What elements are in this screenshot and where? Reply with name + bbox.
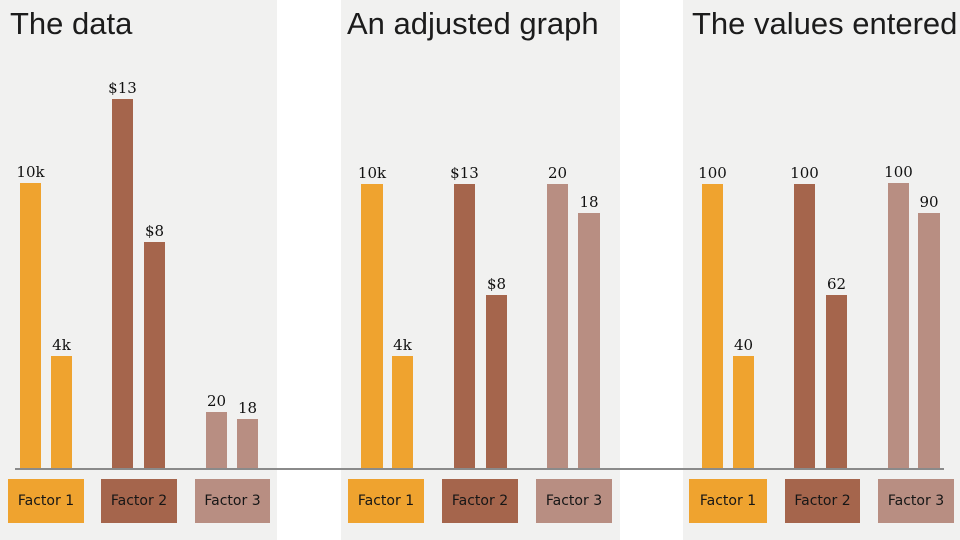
bar-value-label: 4k <box>393 336 412 354</box>
bar-p1-factor2-primary: $13 <box>108 79 137 468</box>
bar-p1-factor3-secondary: 18 <box>237 399 258 468</box>
legend-label: Factor 1 <box>357 493 415 509</box>
bar-value-label: 100 <box>698 164 727 182</box>
bar-p2-factor2-secondary: $8 <box>486 275 507 468</box>
panel-title-values-entered: The values entered <box>692 6 958 41</box>
legend-label: Factor 3 <box>204 493 261 509</box>
bar-p1-factor1-secondary: 4k <box>51 336 72 468</box>
bar-value-label: 62 <box>826 275 847 293</box>
legend-p2-factor1: Factor 1 <box>348 479 424 523</box>
legend-p2-factor2: Factor 2 <box>442 479 518 523</box>
bar-value-label: 90 <box>919 193 939 211</box>
legend-label: Factor 2 <box>794 493 851 509</box>
bar-p3-factor1-secondary: 40 <box>733 336 754 468</box>
bar-p1-factor3-primary: 20 <box>206 392 227 468</box>
bar-p2-factor3-primary: 20 <box>547 164 568 468</box>
bar-p3-factor2-primary: 100 <box>790 164 819 468</box>
bar-value-label: 10k <box>357 164 387 182</box>
panel-bg-adjusted-graph <box>341 0 620 540</box>
panel-title-the-data: The data <box>10 6 133 41</box>
legend-p3-factor3: Factor 3 <box>878 479 954 523</box>
bar-value-label: 20 <box>206 392 227 410</box>
bar-value-label: 10k <box>16 163 45 181</box>
bar-value-label: $8 <box>144 222 165 240</box>
bar-p3-factor1-primary: 100 <box>698 164 727 468</box>
legend-p1-factor3: Factor 3 <box>195 479 270 523</box>
legend-label: Factor 3 <box>887 493 945 509</box>
bar-p1-factor1-primary: 10k <box>16 163 45 468</box>
legend-label: Factor 1 <box>17 493 75 509</box>
legend-label: Factor 2 <box>110 493 168 509</box>
bar-value-label: 100 <box>790 164 819 182</box>
legend-p1-factor2: Factor 2 <box>101 479 177 523</box>
legend-label: Factor 1 <box>699 493 757 509</box>
bar-value-label: 20 <box>547 164 568 182</box>
bar-p3-factor3-primary: 100 <box>884 163 913 468</box>
bar-p2-factor1-primary: 10k <box>358 164 386 468</box>
bar-value-label: 4k <box>52 336 71 354</box>
bar-p3-factor2-secondary: 62 <box>826 275 847 468</box>
bar-value-label: 40 <box>733 336 754 354</box>
bar-p2-factor3-secondary: 18 <box>578 193 600 468</box>
legend-p2-factor3: Factor 3 <box>536 479 612 523</box>
bar-p3-factor3-secondary: 90 <box>918 193 940 468</box>
legend-p1-factor1: Factor 1 <box>8 479 84 523</box>
panel-bg-values-entered <box>683 0 960 540</box>
legend-p3-factor2: Factor 2 <box>785 479 860 523</box>
bar-value-label: $13 <box>450 164 479 182</box>
axis-baseline <box>15 468 944 470</box>
bar-value-label: 100 <box>884 163 913 181</box>
bar-value-label: $13 <box>108 79 137 97</box>
legend-p3-factor1: Factor 1 <box>689 479 767 523</box>
bar-value-label: 18 <box>579 193 599 211</box>
bar-value-label: 18 <box>237 399 258 417</box>
bar-value-label: $8 <box>486 275 507 293</box>
bar-p1-factor2-secondary: $8 <box>144 222 165 468</box>
legend-label: Factor 3 <box>545 493 603 509</box>
legend-label: Factor 2 <box>451 493 509 509</box>
panel-bg-the-data <box>0 0 277 540</box>
bar-p2-factor2-primary: $13 <box>450 164 479 468</box>
bar-p2-factor1-secondary: 4k <box>392 336 413 468</box>
panel-title-adjusted-graph: An adjusted graph <box>347 6 599 41</box>
